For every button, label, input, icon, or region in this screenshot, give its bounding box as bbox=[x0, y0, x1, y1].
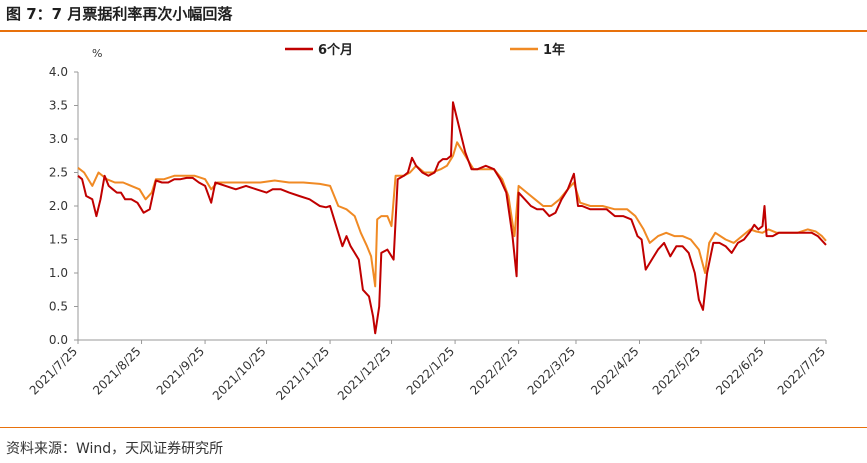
x-tick-label: 2021/10/25 bbox=[210, 344, 269, 403]
x-tick-label: 2022/1/25 bbox=[404, 344, 457, 397]
y-tick-label: 1.0 bbox=[49, 266, 68, 280]
x-tick-label: 2021/12/25 bbox=[335, 344, 394, 403]
plot-area bbox=[77, 101, 827, 335]
x-tick-label: 2022/2/25 bbox=[467, 344, 520, 397]
y-unit-label: % bbox=[92, 47, 102, 60]
x-axis: 2021/7/25 2021/8/25 2021/9/25 2021/10/25 202… bbox=[27, 339, 828, 403]
y-tick-label: 3.5 bbox=[49, 99, 68, 113]
line-chart: 6个月 1年 % 0.0 0.5 1.0 1.5 2.0 2.5 3.0 3.5 4.0 2021… bbox=[27, 42, 828, 403]
x-tick-label: 2021/8/25 bbox=[90, 344, 143, 397]
title-rule bbox=[0, 30, 867, 32]
series-line-6个月 bbox=[77, 101, 827, 335]
y-axis: 0.0 0.5 1.0 1.5 2.0 2.5 3.0 3.5 4.0 bbox=[49, 65, 79, 347]
x-tick-label: 2021/7/25 bbox=[27, 344, 80, 397]
x-tick-label: 2022/4/25 bbox=[588, 344, 641, 397]
source-rule bbox=[0, 427, 867, 428]
x-tick-label: 2021/9/25 bbox=[154, 344, 207, 397]
chart-title: 图 7：7 月票据利率再次小幅回落 bbox=[6, 5, 233, 23]
y-tick-label: 2.5 bbox=[49, 166, 68, 180]
x-tick-label: 2022/7/25 bbox=[775, 344, 828, 397]
source-note: 资料来源：Wind，天风证券研究所 bbox=[6, 441, 224, 457]
legend: 6个月 1年 bbox=[285, 42, 565, 58]
legend-label: 6个月 bbox=[318, 42, 353, 58]
y-tick-label: 0.0 bbox=[49, 333, 68, 347]
series-line-1年 bbox=[77, 141, 827, 288]
y-tick-label: 4.0 bbox=[49, 65, 68, 79]
y-tick-label: 0.5 bbox=[49, 300, 68, 314]
x-tick-label: 2022/5/25 bbox=[650, 344, 703, 397]
x-tick-label: 2022/6/25 bbox=[713, 344, 766, 397]
y-tick-label: 3.0 bbox=[49, 132, 68, 146]
x-tick-label: 2022/3/25 bbox=[525, 344, 578, 397]
y-tick-label: 2.0 bbox=[49, 199, 68, 213]
x-tick-label: 2021/11/25 bbox=[273, 344, 332, 403]
legend-label: 1年 bbox=[543, 42, 565, 58]
y-tick-label: 1.5 bbox=[49, 233, 68, 247]
